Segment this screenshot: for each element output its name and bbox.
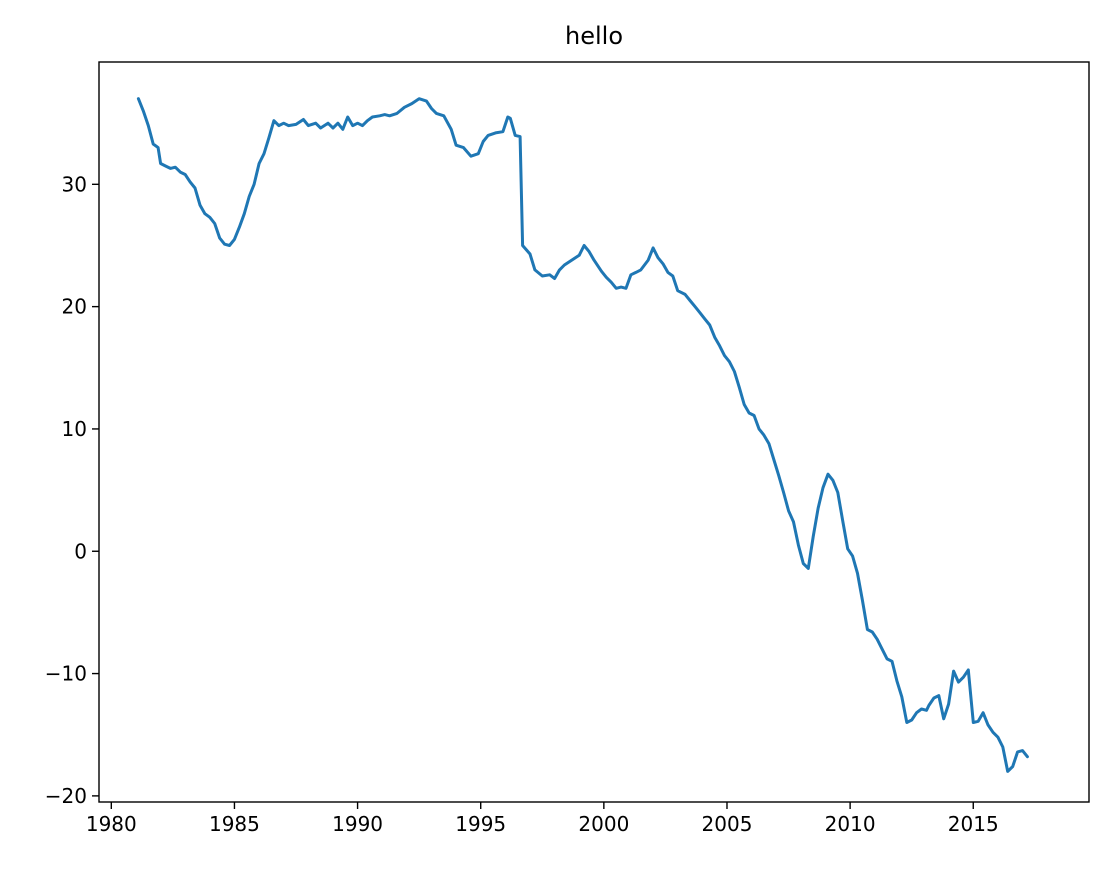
x-tick-label: 2015 (948, 812, 999, 836)
y-tick-label: 0 (74, 539, 87, 563)
x-tick-label: 1985 (209, 812, 260, 836)
y-tick-label: −10 (45, 662, 87, 686)
x-axis: 1980 1985 1990 1995 2000 2005 2010 2015 (86, 802, 999, 836)
y-tick-label: −20 (45, 784, 87, 808)
series-line (136, 97, 1029, 773)
y-axis: −20 −10 0 10 20 30 (45, 172, 99, 808)
x-tick-label: 1980 (86, 812, 137, 836)
chart-title: hello (565, 22, 623, 50)
x-tick-label: 1995 (455, 812, 506, 836)
x-tick-label: 2005 (702, 812, 753, 836)
y-tick-label: 30 (62, 172, 87, 196)
plot-area-frame (98, 61, 1090, 803)
x-tick-label: 1990 (332, 812, 383, 836)
x-tick-label: 2000 (578, 812, 629, 836)
y-tick-label: 10 (62, 417, 87, 441)
series-group (136, 97, 1029, 773)
y-tick-label: 20 (62, 295, 87, 319)
x-tick-label: 2010 (825, 812, 876, 836)
